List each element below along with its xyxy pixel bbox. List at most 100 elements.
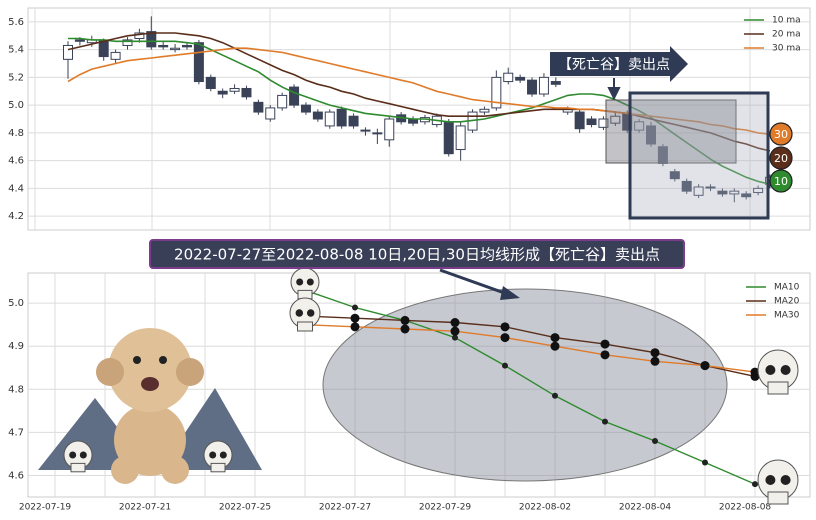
x-tick-label: 2022-07-21 [119,503,171,513]
candle-body [336,108,347,127]
chart-title: 2022-07-27至2022-08-08 10日,20日,30日均线形成【死亡… [174,246,660,264]
candle-body [705,186,716,189]
legend-label: MA10 [774,283,800,293]
point [650,348,660,358]
candle-body [515,76,526,81]
y-tick-label: 4.9 [8,341,24,352]
dog [108,328,192,412]
candle-body [122,39,133,46]
pointer-arrow [607,78,621,101]
legend-label: 10 ma [772,16,801,26]
skull-jaw [767,491,789,505]
candle-body [455,125,466,151]
point [700,361,710,371]
point [702,459,708,466]
candle-body [598,118,609,128]
point [652,438,658,444]
annotation-text: 【死亡谷】卖出点 [558,57,670,73]
dog-eye [133,356,141,364]
candle-body [241,87,252,98]
candle-body [753,187,764,194]
pointer-arrow [439,268,511,297]
end-badge-label: 30 [774,128,788,141]
point [500,333,510,343]
skull-eye [780,365,791,375]
candle-body [443,121,454,155]
point [600,339,610,349]
ma-line [67,47,771,136]
candle-body [289,86,300,106]
skull-eye [765,365,776,375]
ma-line [304,315,756,378]
candle-body [360,129,371,132]
y-tick-label: 4.6 [8,470,24,481]
candle-body [527,79,538,95]
skull-eye [295,309,304,317]
candle-body [538,76,549,95]
candle-body [503,72,514,83]
candle-body [277,94,288,109]
y-tick-label: 4.4 [8,183,24,194]
dog [176,358,204,386]
dog [96,358,124,386]
legend-label: 30 ma [772,44,801,54]
candle-body [229,87,240,92]
end-badge-label: 20 [774,152,788,165]
candle-body [324,111,335,127]
x-tick-label: 2022-08-02 [519,503,571,513]
dog [111,456,139,484]
candle-body [479,108,490,113]
y-tick-label: 4.7 [8,427,24,438]
candle-body [205,76,216,89]
x-tick-label: 2022-08-04 [619,503,672,513]
point [552,392,558,399]
candle-body [491,76,502,109]
candle-body [610,115,621,124]
candle-body [384,118,395,141]
highlight-ellipse [322,288,728,482]
ma-line [304,289,756,485]
legend-label: MA30 [774,311,800,321]
candle-body [741,193,752,198]
point [502,362,508,369]
legend-label: MA20 [774,297,800,307]
skull-jaw [70,462,86,473]
candle-body [586,118,597,126]
point [750,367,760,377]
candle-body [193,42,204,83]
point [452,334,458,341]
y-tick-label: 4.8 [8,128,24,139]
skull-jaw [767,381,789,395]
x-tick-label: 2022-07-27 [319,503,371,513]
point [450,318,460,328]
point [350,313,360,323]
skull-eye [209,451,217,459]
y-tick-label: 4.6 [8,156,24,167]
end-badge-label: 10 [774,175,788,188]
candle-body [693,186,704,196]
end-badge [769,122,793,146]
skull-jaw [210,462,226,473]
skull-eye [69,451,77,459]
point [600,350,610,360]
candle-body [681,180,692,192]
pointer-head [500,286,520,300]
candle-body [158,44,169,48]
x-tick-label: 2022-07-25 [219,503,271,513]
y-tick-label: 5.2 [8,72,24,83]
y-tick-label: 5.0 [8,100,24,111]
candle-body [550,81,561,85]
point [752,481,758,488]
point [350,322,360,332]
highlight-frame [628,91,770,220]
skull-eye [780,475,791,485]
y-tick-label: 4.8 [8,384,24,395]
x-tick-label: 2022-08-08 [719,503,772,513]
candle-body [646,125,657,145]
dog-eye [159,356,167,364]
title-banner [149,239,685,269]
point [450,326,460,336]
point [602,418,608,425]
x-tick-label: 2022-07-19 [19,503,72,513]
